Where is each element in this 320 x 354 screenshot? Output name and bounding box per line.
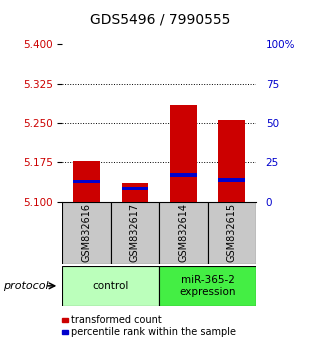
Text: GSM832614: GSM832614 bbox=[179, 203, 188, 262]
Bar bbox=[170, 105, 197, 202]
Text: transformed count: transformed count bbox=[71, 315, 162, 325]
Text: GSM832616: GSM832616 bbox=[82, 203, 92, 262]
Text: control: control bbox=[92, 281, 129, 291]
Bar bbox=[122, 183, 148, 202]
Text: GDS5496 / 7990555: GDS5496 / 7990555 bbox=[90, 12, 230, 27]
Bar bbox=[219, 120, 245, 202]
Bar bbox=[73, 180, 100, 183]
Text: GSM832615: GSM832615 bbox=[227, 203, 237, 262]
Bar bbox=[62, 266, 159, 306]
Bar bbox=[159, 266, 256, 306]
Text: protocol: protocol bbox=[3, 281, 49, 291]
Bar bbox=[219, 178, 245, 182]
Bar bbox=[73, 161, 100, 202]
Text: GSM832617: GSM832617 bbox=[130, 203, 140, 262]
Bar bbox=[159, 202, 208, 264]
Bar bbox=[122, 187, 148, 190]
Bar bbox=[208, 202, 256, 264]
Bar bbox=[111, 202, 159, 264]
Bar bbox=[62, 202, 111, 264]
Text: miR-365-2
expression: miR-365-2 expression bbox=[179, 275, 236, 297]
Bar bbox=[170, 173, 197, 177]
Text: percentile rank within the sample: percentile rank within the sample bbox=[71, 327, 236, 337]
